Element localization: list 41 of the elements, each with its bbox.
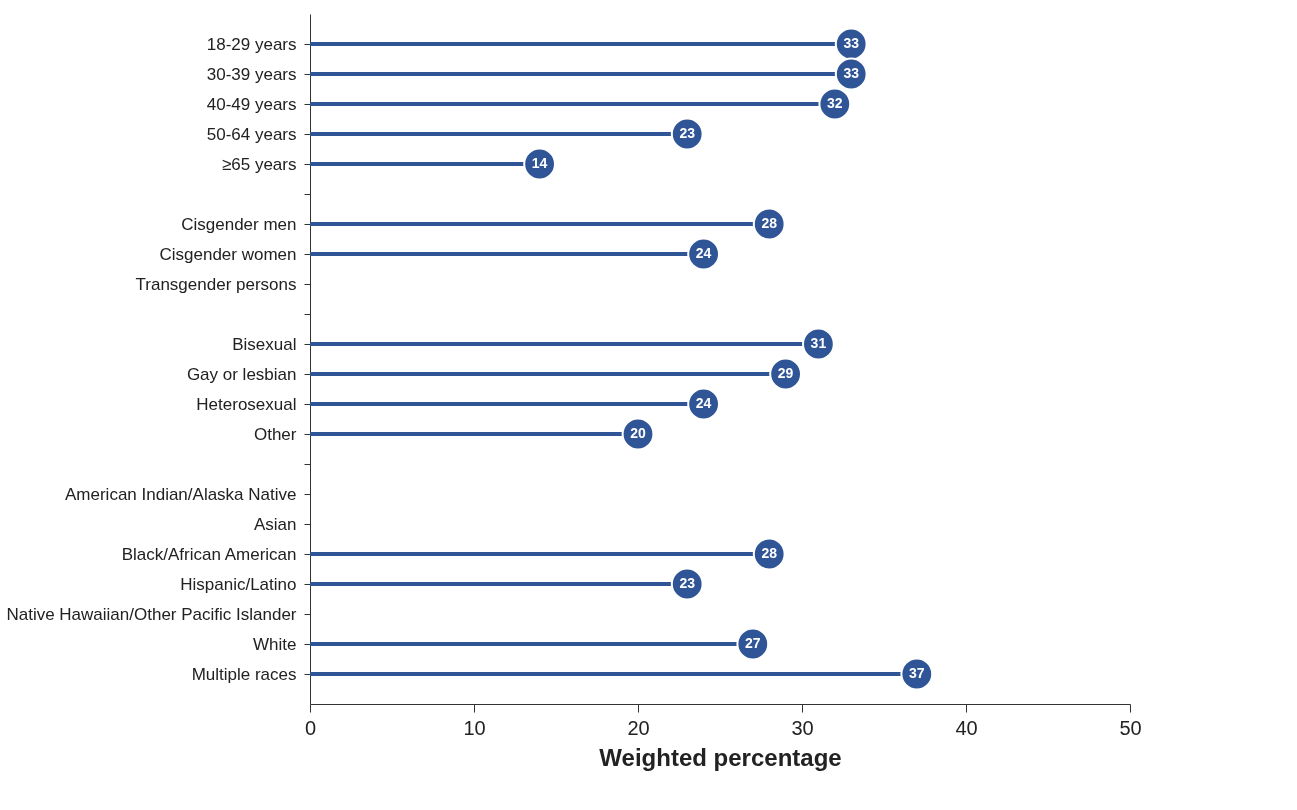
y-tick-label: 18-29 years bbox=[206, 34, 297, 54]
y-tick-label: Heterosexual bbox=[196, 394, 297, 414]
y-tick-label: 40-49 years bbox=[206, 94, 297, 114]
y-tick-label: 50-64 years bbox=[206, 124, 297, 144]
y-tick-label: Bisexual bbox=[232, 334, 297, 354]
x-tick-label: 10 bbox=[463, 716, 486, 739]
data-label: 23 bbox=[679, 575, 696, 591]
data-label: 29 bbox=[777, 365, 794, 381]
data-label: 31 bbox=[810, 335, 827, 351]
y-tick-label: White bbox=[253, 634, 297, 654]
data-label: 32 bbox=[827, 95, 843, 111]
data-label: 23 bbox=[679, 125, 696, 141]
data-label: 33 bbox=[843, 35, 860, 51]
data-label: 28 bbox=[761, 545, 778, 561]
x-tick-label: 30 bbox=[791, 716, 814, 739]
x-tick-label: 40 bbox=[955, 716, 978, 739]
x-tick-label: 0 bbox=[304, 716, 317, 739]
data-label: 28 bbox=[761, 215, 778, 231]
x-tick-label: 20 bbox=[627, 716, 650, 739]
data-label: 24 bbox=[695, 245, 712, 261]
x-axis-title: Weighted percentage bbox=[599, 743, 842, 771]
y-tick-label: Cisgender men bbox=[181, 214, 297, 234]
data-label: 37 bbox=[909, 665, 925, 681]
data-label: 20 bbox=[630, 425, 646, 441]
data-label: 27 bbox=[745, 635, 761, 651]
y-tick-label: Transgender persons bbox=[135, 274, 297, 294]
y-tick-label: Multiple races bbox=[191, 664, 297, 684]
y-tick-label: ≥65 years bbox=[221, 154, 297, 174]
y-tick-label: Black/African American bbox=[121, 544, 297, 564]
y-tick-label: Other bbox=[253, 424, 297, 444]
y-tick-label: American Indian/Alaska Native bbox=[64, 484, 297, 504]
x-tick-label: 50 bbox=[1119, 716, 1142, 739]
y-tick-label: Asian bbox=[253, 514, 297, 534]
data-label: 33 bbox=[843, 65, 860, 81]
y-tick-label: Hispanic/Latino bbox=[180, 574, 297, 594]
y-tick-label: 30-39 years bbox=[206, 64, 297, 84]
y-tick-label: Native Hawaiian/Other Pacific Islander bbox=[6, 604, 297, 624]
data-label: 24 bbox=[695, 395, 712, 411]
y-tick-label: Cisgender women bbox=[159, 244, 297, 264]
data-label: 14 bbox=[531, 155, 548, 171]
y-tick-label: Gay or lesbian bbox=[186, 364, 297, 384]
